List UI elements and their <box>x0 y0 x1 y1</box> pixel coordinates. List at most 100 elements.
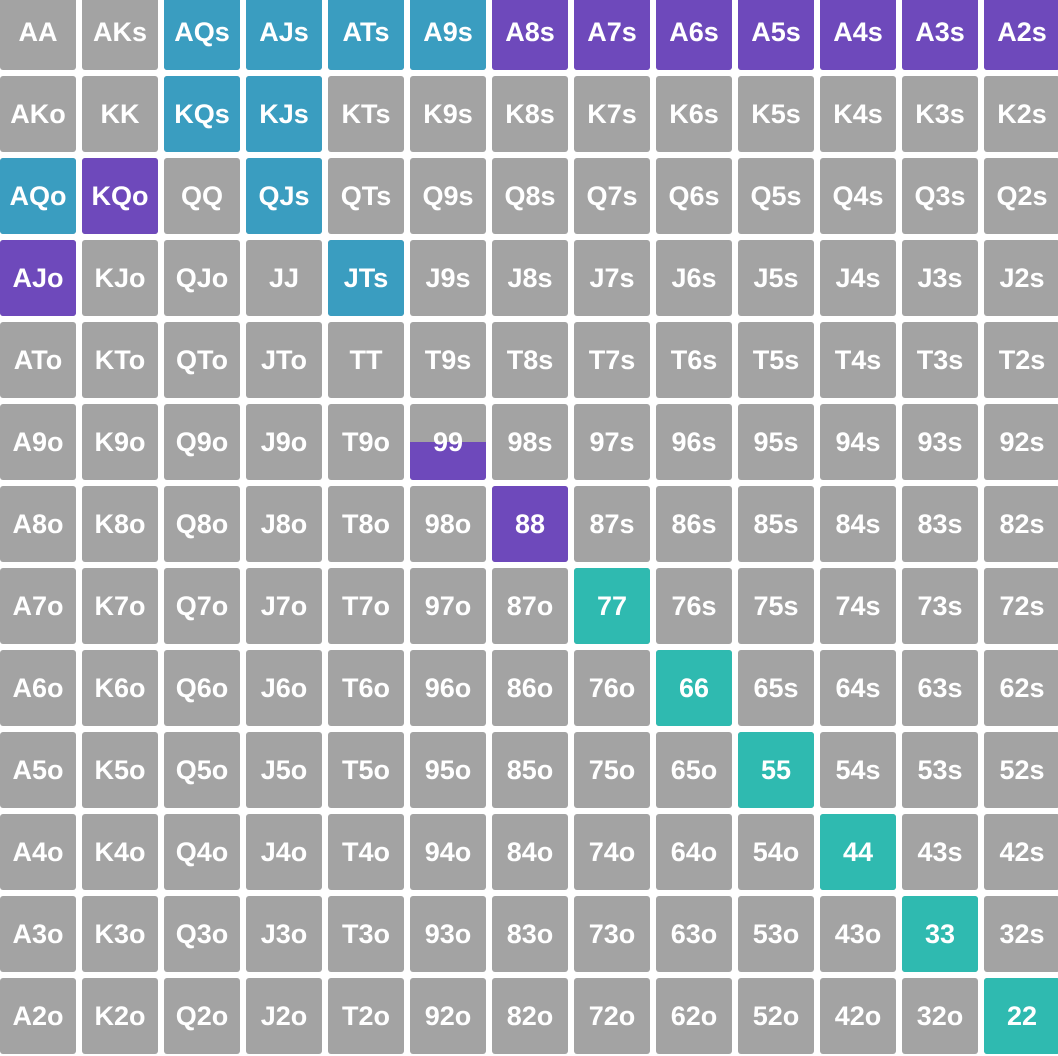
hand-cell-84o[interactable]: 84o <box>492 814 568 890</box>
hand-cell-q4s[interactable]: Q4s <box>820 158 896 234</box>
hand-cell-q2s[interactable]: Q2s <box>984 158 1058 234</box>
hand-cell-j8o[interactable]: J8o <box>246 486 322 562</box>
hand-cell-q7s[interactable]: Q7s <box>574 158 650 234</box>
hand-cell-aqo[interactable]: AQo <box>0 158 76 234</box>
hand-cell-a8s[interactable]: A8s <box>492 0 568 70</box>
hand-cell-j6s[interactable]: J6s <box>656 240 732 316</box>
hand-cell-k3s[interactable]: K3s <box>902 76 978 152</box>
hand-cell-k5s[interactable]: K5s <box>738 76 814 152</box>
hand-cell-83s[interactable]: 83s <box>902 486 978 562</box>
hand-cell-53s[interactable]: 53s <box>902 732 978 808</box>
hand-cell-ato[interactable]: ATo <box>0 322 76 398</box>
hand-cell-64o[interactable]: 64o <box>656 814 732 890</box>
hand-cell-q5s[interactable]: Q5s <box>738 158 814 234</box>
hand-cell-93s[interactable]: 93s <box>902 404 978 480</box>
hand-cell-94s[interactable]: 94s <box>820 404 896 480</box>
hand-cell-62o[interactable]: 62o <box>656 978 732 1054</box>
hand-cell-t2s[interactable]: T2s <box>984 322 1058 398</box>
hand-cell-88[interactable]: 88 <box>492 486 568 562</box>
hand-cell-t8s[interactable]: T8s <box>492 322 568 398</box>
hand-cell-63s[interactable]: 63s <box>902 650 978 726</box>
hand-cell-92s[interactable]: 92s <box>984 404 1058 480</box>
hand-cell-k8s[interactable]: K8s <box>492 76 568 152</box>
hand-cell-aqs[interactable]: AQs <box>164 0 240 70</box>
hand-cell-82s[interactable]: 82s <box>984 486 1058 562</box>
hand-cell-a3o[interactable]: A3o <box>0 896 76 972</box>
hand-cell-k6s[interactable]: K6s <box>656 76 732 152</box>
hand-cell-j5s[interactable]: J5s <box>738 240 814 316</box>
hand-cell-j3s[interactable]: J3s <box>902 240 978 316</box>
hand-cell-qq[interactable]: QQ <box>164 158 240 234</box>
hand-cell-t9o[interactable]: T9o <box>328 404 404 480</box>
hand-cell-qjo[interactable]: QJo <box>164 240 240 316</box>
hand-cell-qts[interactable]: QTs <box>328 158 404 234</box>
hand-cell-aks[interactable]: AKs <box>82 0 158 70</box>
hand-cell-82o[interactable]: 82o <box>492 978 568 1054</box>
hand-cell-65s[interactable]: 65s <box>738 650 814 726</box>
hand-cell-j3o[interactable]: J3o <box>246 896 322 972</box>
hand-cell-ajs[interactable]: AJs <box>246 0 322 70</box>
hand-cell-73s[interactable]: 73s <box>902 568 978 644</box>
hand-cell-k7s[interactable]: K7s <box>574 76 650 152</box>
hand-cell-k2s[interactable]: K2s <box>984 76 1058 152</box>
hand-cell-q8s[interactable]: Q8s <box>492 158 568 234</box>
hand-cell-32o[interactable]: 32o <box>902 978 978 1054</box>
hand-cell-55[interactable]: 55 <box>738 732 814 808</box>
hand-cell-97o[interactable]: 97o <box>410 568 486 644</box>
hand-cell-42s[interactable]: 42s <box>984 814 1058 890</box>
hand-cell-k2o[interactable]: K2o <box>82 978 158 1054</box>
hand-cell-33[interactable]: 33 <box>902 896 978 972</box>
hand-cell-k7o[interactable]: K7o <box>82 568 158 644</box>
hand-cell-jts[interactable]: JTs <box>328 240 404 316</box>
hand-cell-q4o[interactable]: Q4o <box>164 814 240 890</box>
hand-cell-j4s[interactable]: J4s <box>820 240 896 316</box>
hand-cell-a4o[interactable]: A4o <box>0 814 76 890</box>
hand-cell-q6s[interactable]: Q6s <box>656 158 732 234</box>
hand-cell-62s[interactable]: 62s <box>984 650 1058 726</box>
hand-cell-73o[interactable]: 73o <box>574 896 650 972</box>
hand-cell-32s[interactable]: 32s <box>984 896 1058 972</box>
hand-cell-85o[interactable]: 85o <box>492 732 568 808</box>
hand-cell-ats[interactable]: ATs <box>328 0 404 70</box>
hand-cell-93o[interactable]: 93o <box>410 896 486 972</box>
hand-cell-kqs[interactable]: KQs <box>164 76 240 152</box>
hand-cell-t8o[interactable]: T8o <box>328 486 404 562</box>
hand-cell-44[interactable]: 44 <box>820 814 896 890</box>
hand-cell-66[interactable]: 66 <box>656 650 732 726</box>
hand-cell-43s[interactable]: 43s <box>902 814 978 890</box>
hand-cell-22[interactable]: 22 <box>984 978 1058 1054</box>
hand-cell-ako[interactable]: AKo <box>0 76 76 152</box>
hand-cell-j4o[interactable]: J4o <box>246 814 322 890</box>
hand-cell-jto[interactable]: JTo <box>246 322 322 398</box>
hand-cell-a7s[interactable]: A7s <box>574 0 650 70</box>
hand-cell-q7o[interactable]: Q7o <box>164 568 240 644</box>
hand-cell-92o[interactable]: 92o <box>410 978 486 1054</box>
hand-cell-72s[interactable]: 72s <box>984 568 1058 644</box>
hand-cell-t5o[interactable]: T5o <box>328 732 404 808</box>
hand-cell-j8s[interactable]: J8s <box>492 240 568 316</box>
hand-cell-87o[interactable]: 87o <box>492 568 568 644</box>
hand-cell-87s[interactable]: 87s <box>574 486 650 562</box>
hand-cell-a8o[interactable]: A8o <box>0 486 76 562</box>
hand-cell-t3s[interactable]: T3s <box>902 322 978 398</box>
hand-cell-76o[interactable]: 76o <box>574 650 650 726</box>
hand-cell-86s[interactable]: 86s <box>656 486 732 562</box>
hand-cell-kqo[interactable]: KQo <box>82 158 158 234</box>
hand-cell-ajo[interactable]: AJo <box>0 240 76 316</box>
hand-cell-a3s[interactable]: A3s <box>902 0 978 70</box>
hand-cell-97s[interactable]: 97s <box>574 404 650 480</box>
hand-cell-86o[interactable]: 86o <box>492 650 568 726</box>
hand-cell-j7o[interactable]: J7o <box>246 568 322 644</box>
hand-cell-54s[interactable]: 54s <box>820 732 896 808</box>
hand-cell-98o[interactable]: 98o <box>410 486 486 562</box>
hand-cell-k6o[interactable]: K6o <box>82 650 158 726</box>
hand-cell-t4s[interactable]: T4s <box>820 322 896 398</box>
hand-cell-qjs[interactable]: QJs <box>246 158 322 234</box>
hand-cell-q3o[interactable]: Q3o <box>164 896 240 972</box>
hand-cell-a7o[interactable]: A7o <box>0 568 76 644</box>
hand-cell-q6o[interactable]: Q6o <box>164 650 240 726</box>
hand-cell-a6s[interactable]: A6s <box>656 0 732 70</box>
hand-cell-j7s[interactable]: J7s <box>574 240 650 316</box>
hand-cell-t2o[interactable]: T2o <box>328 978 404 1054</box>
hand-cell-jj[interactable]: JJ <box>246 240 322 316</box>
